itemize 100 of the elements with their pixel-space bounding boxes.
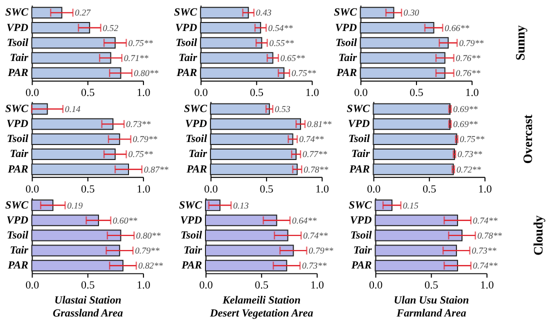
data-label: 0.75** (128, 149, 154, 160)
x-tick-label: 0.5 (81, 86, 96, 99)
y-tick-label: SWC (5, 102, 30, 115)
x-tick-label: 0.5 (410, 86, 424, 99)
y-tick-label: VPD (350, 214, 372, 226)
bar (31, 133, 120, 145)
data-label: 0.80** (134, 68, 159, 78)
x-tick-label: 0.0 (25, 280, 40, 292)
x-tick-label: 1.0 (465, 86, 480, 99)
y-tick-label: VPD (335, 22, 358, 34)
x-tick-label: 0.5 (254, 280, 269, 292)
y-tick-label: Tsoil (6, 36, 30, 49)
y-tick-label: Tair (10, 148, 30, 160)
data-label: 0.43 (256, 8, 272, 18)
y2-axis-title: Cloudy (532, 214, 546, 256)
y-tick-label: VPD (6, 22, 28, 34)
bar (374, 244, 457, 256)
x-tick-label: 0.5 (424, 280, 439, 292)
y-tick-label: VPD (175, 22, 198, 34)
x-axis-title: Ulastai Station Grassland Area (52, 294, 124, 320)
data-label: 0.81** (306, 119, 332, 130)
data-label: 0.79** (132, 134, 158, 144)
x-tick-label: 1.0 (478, 183, 492, 196)
data-label: 0.73** (126, 119, 152, 130)
data-label: 0.19 (67, 200, 84, 210)
data-label: 0.54** (268, 22, 294, 33)
x-tick-label: 0.0 (368, 280, 384, 292)
y-tick-label: PAR (186, 163, 207, 176)
x-tick-label: 0.5 (81, 183, 96, 196)
x-tick-label: 0.0 (204, 183, 218, 196)
data-label: 0.73** (458, 149, 483, 160)
bar (205, 214, 278, 226)
bar (31, 22, 90, 34)
data-label: 0.64** (292, 215, 318, 226)
x-axis-title: Ulan Usu Staion Farmland Area (394, 294, 469, 320)
bar (360, 22, 434, 34)
y-tick-label: SWC (5, 6, 30, 19)
data-label: 0.69** (453, 119, 478, 130)
data-label: 0.74** (299, 134, 324, 144)
data-label: 0.73** (302, 260, 328, 271)
data-label: 0.74** (303, 230, 328, 240)
y2-axis-title: Sunny (513, 24, 528, 60)
data-label: 0.14 (64, 104, 82, 114)
data-label: 0.76** (456, 52, 481, 63)
x-tick-label: 0.5 (81, 280, 96, 292)
data-label: 0.78** (304, 164, 329, 174)
data-label: 0.72** (456, 164, 482, 174)
bar (31, 52, 112, 64)
y-tick-label: Tsoil (348, 133, 371, 146)
y-tick-label: SWC (5, 199, 30, 212)
y-tick-label: Tair (188, 148, 208, 160)
bar (31, 164, 130, 176)
data-label: 0.78** (477, 230, 502, 240)
y-tick-label: VPD (185, 118, 208, 130)
y-tick-label: SWC (346, 102, 371, 115)
x-tick-label: 0.0 (366, 183, 382, 196)
y-tick-label: Tsoil (186, 133, 208, 146)
x-axis-title: Kelameili Station Desert Vegetation Area (208, 294, 314, 320)
x-tick-label: 0.0 (194, 86, 208, 99)
y-tick-label: SWC (174, 6, 198, 19)
y-tick-label: Tsoil (6, 133, 30, 146)
bar (200, 37, 262, 49)
bar (31, 214, 99, 226)
x-tick-label: 1.0 (305, 86, 320, 99)
y-tick-label: VPD (180, 214, 202, 226)
data-label: 0.30 (404, 8, 420, 18)
bar (360, 6, 394, 18)
bar (31, 260, 124, 272)
y-tick-label: PAR (8, 163, 28, 176)
y-tick-label: Tair (178, 52, 198, 64)
bar (200, 22, 262, 34)
y-tick-label: SWC (334, 6, 358, 19)
bar (210, 118, 302, 130)
y-tick-label: Tair (184, 244, 203, 257)
bar (200, 6, 249, 18)
data-label: 0.71** (124, 52, 149, 63)
bar (205, 244, 294, 256)
y-tick-label: VPD (6, 118, 28, 130)
bar (360, 37, 449, 49)
data-label: 0.77** (302, 149, 328, 160)
x-tick-label: 0.0 (199, 280, 214, 292)
y-tick-label: PAR (182, 260, 202, 272)
x-tick-label: 1.0 (310, 280, 325, 292)
data-label: 0.52 (102, 22, 119, 33)
y-tick-label: VPD (348, 118, 370, 130)
y-tick-label: PAR (336, 67, 357, 80)
y-tick-label: Tsoil (180, 229, 203, 242)
data-label: 0.76** (456, 68, 481, 78)
bar (205, 230, 288, 242)
data-label: 0.75** (460, 134, 485, 144)
bar (210, 164, 298, 176)
x-tick-label: 1.0 (315, 183, 330, 196)
bar (210, 103, 270, 115)
data-label: 0.69** (453, 104, 478, 114)
bar (210, 133, 294, 145)
data-label: 0.74** (472, 215, 498, 226)
data-label: 0.15 (402, 200, 419, 210)
y-tick-label: Tsoil (335, 36, 358, 49)
y-tick-label: PAR (8, 67, 28, 80)
data-label: 0.73** (472, 246, 497, 256)
